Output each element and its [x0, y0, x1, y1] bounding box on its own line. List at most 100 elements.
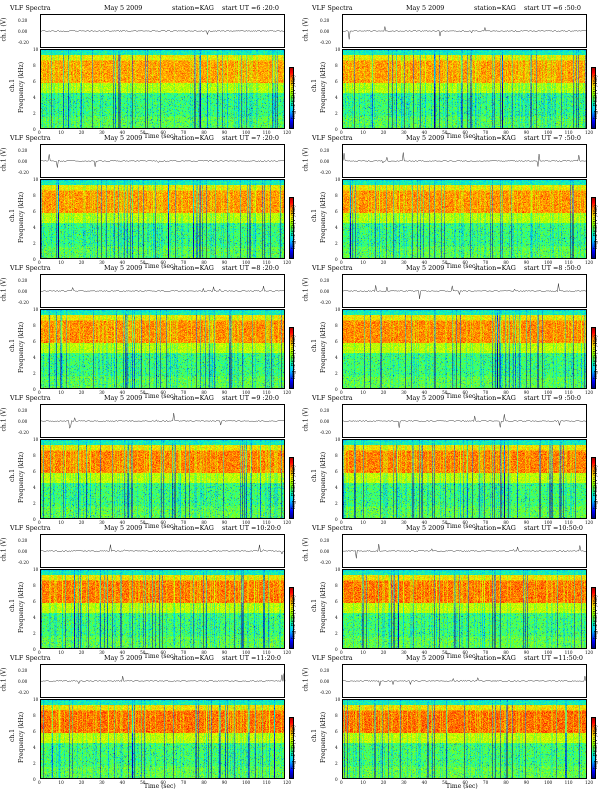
frequency-tick-label: 6: [33, 78, 36, 84]
frequency-tick-label: 2: [33, 370, 36, 376]
time-tick-label: 30: [99, 649, 105, 655]
waveform-axes: [40, 274, 285, 308]
frequency-tick-label: 2: [33, 110, 36, 116]
time-xlabel: Time (sec): [446, 133, 478, 140]
frequency-tick-label: 8: [33, 452, 36, 458]
waveform-trace: [39, 413, 286, 429]
colorbar-label: log₁₀PSD(V²/Hz): [291, 204, 298, 250]
time-tick-label: 80: [201, 389, 207, 395]
spectrogram-axes: [342, 569, 587, 649]
waveform-trace: [341, 152, 588, 167]
waveform-line: [39, 154, 286, 168]
time-tick-label: 100: [242, 389, 251, 395]
spectra-panel: VLF Spectra May 5 2009 station=KAG start UT…: [302, 524, 606, 660]
waveform-line: [341, 26, 588, 40]
panel-date: May 5 2009: [104, 4, 143, 12]
frequency-tick-label: 6: [33, 598, 36, 604]
time-tick-label: 70: [482, 779, 489, 785]
frequency-tick-label: 8: [33, 582, 36, 588]
colorbar: [289, 327, 294, 389]
colorbar-label: log₁₀PSD(V²/Hz): [291, 724, 298, 770]
time-tick-label: 120: [283, 779, 291, 785]
waveform-ylabel: ch.1 (V): [0, 277, 8, 302]
frequency-tick-label: 2: [33, 630, 36, 636]
time-tick-label: 50: [442, 129, 448, 135]
waveform-tick-label: 0.00: [18, 159, 28, 164]
spectra-panel: VLF Spectra May 5 2009 station=KAG start UT…: [302, 394, 606, 530]
panel-date: May 5 2009: [406, 4, 445, 12]
spectrogram-axes: [40, 179, 285, 259]
panel-header: VLF Spectra May 5 2009 station=KAG start UT…: [306, 654, 606, 663]
panel-station: station=KAG: [474, 394, 516, 402]
time-tick-label: 50: [140, 259, 146, 265]
time-tick-label: 40: [119, 389, 125, 395]
frequency-tick-label: 2: [335, 760, 338, 766]
time-tick-label: 60: [160, 259, 166, 265]
spectrogram-image: [40, 439, 285, 519]
spectrogram-axes: [40, 439, 285, 519]
panel-title: VLF Spectra: [10, 524, 51, 532]
frequency-tick-label: 8: [33, 712, 36, 718]
time-xlabel: Time (sec): [446, 653, 478, 660]
time-tick-label: 20: [380, 649, 387, 655]
time-tick-label: 20: [78, 519, 85, 525]
time-tick-label: 10: [360, 649, 366, 655]
frequency-tick-label: 6: [335, 598, 338, 604]
colorbar: [591, 457, 596, 519]
waveform-trace: [39, 544, 286, 555]
waveform-line: [341, 544, 588, 559]
time-tick-label: 120: [585, 519, 593, 525]
time-tick-label: 80: [503, 129, 509, 135]
time-tick-label: 30: [401, 389, 407, 395]
frequency-ylabel: Frequency (kHz): [18, 191, 26, 244]
frequency-tick-label: 10: [33, 696, 39, 702]
time-tick-label: 40: [119, 129, 125, 135]
frequency-tick-label: 2: [33, 240, 36, 246]
frequency-tick-label: 4: [33, 484, 36, 490]
time-tick-label: 50: [140, 649, 146, 655]
time-tick-label: 30: [401, 649, 407, 655]
frequency-tick-label: 2: [335, 500, 338, 506]
time-tick-label: 60: [160, 389, 166, 395]
frequency-tick-label: 6: [335, 468, 338, 474]
time-xlabel: Time (sec): [446, 783, 478, 790]
waveform-tick-label: 0.00: [320, 679, 330, 684]
panel-station: station=KAG: [172, 4, 214, 12]
frequency-tick-label: 10: [335, 696, 341, 702]
spectra-panel: VLF Spectra May 5 2009 station=KAG start UT…: [302, 4, 606, 140]
frequency-tick-label: 2: [335, 240, 338, 246]
time-tick-label: 110: [262, 519, 271, 525]
panel-date: May 5 2009: [406, 264, 445, 272]
frequency-tick-label: 10: [33, 306, 39, 312]
panel-date: May 5 2009: [406, 394, 445, 402]
time-tick-label: 10: [360, 129, 366, 135]
waveform-tick-label: 0.00: [18, 679, 28, 684]
time-tick-label: 70: [482, 389, 489, 395]
frequency-tick-label: 0: [335, 776, 338, 782]
waveform-tick-label: -0.20: [18, 300, 29, 305]
time-tick-label: 60: [462, 389, 468, 395]
time-tick-label: 120: [283, 259, 291, 265]
time-tick-label: 80: [201, 129, 207, 135]
frequency-tick-label: 0: [335, 256, 338, 262]
time-tick-label: 80: [503, 649, 509, 655]
time-tick-label: 110: [564, 519, 573, 525]
channel-ylabel: ch.1: [310, 469, 318, 482]
waveform-line: [39, 673, 286, 685]
spectra-panel: VLF Spectra May 5 2009 station=KAG start UT…: [302, 654, 606, 790]
spectrogram-axes: [342, 699, 587, 779]
panel-start-ut: start UT =9 :20:0: [222, 394, 279, 402]
colorbar-label: log₁₀PSD(V²/Hz): [593, 464, 600, 510]
time-tick-label: 10: [58, 129, 64, 135]
panel-title: VLF Spectra: [312, 134, 353, 142]
time-tick-label: 80: [201, 779, 207, 785]
waveform-tick-label: -0.20: [320, 560, 331, 565]
time-xlabel: Time (sec): [144, 523, 176, 530]
panel-header: VLF Spectra May 5 2009 station=KAG start UT…: [306, 264, 606, 273]
waveform-tick-label: -0.20: [18, 170, 29, 175]
time-tick-label: 100: [242, 129, 251, 135]
panel-station: station=KAG: [474, 134, 516, 142]
time-tick-label: 100: [242, 259, 251, 265]
spectrogram-axes: [40, 49, 285, 129]
waveform-tick-label: -0.20: [320, 300, 331, 305]
